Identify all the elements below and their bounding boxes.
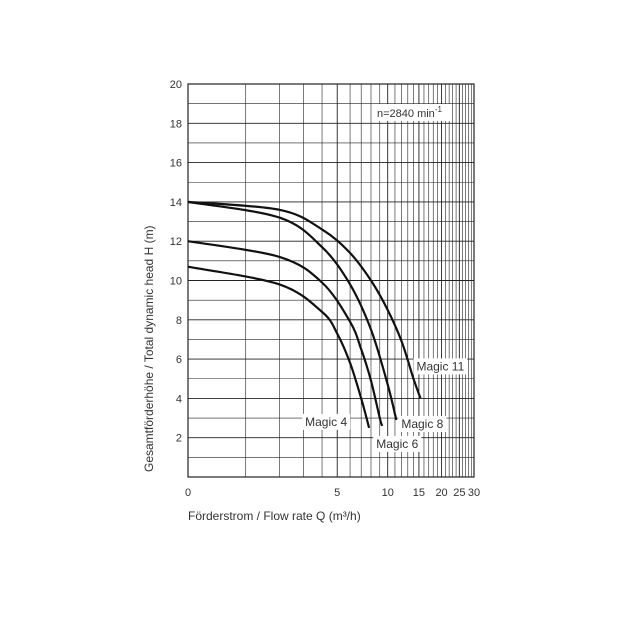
y-tick-label: 20 <box>170 79 182 91</box>
plot-frame <box>187 83 475 478</box>
x-tick-label: 0 <box>185 487 191 499</box>
curve-label-magic-6: Magic 6 <box>376 437 418 451</box>
y-tick-label: 12 <box>170 236 182 248</box>
y-tick-label: 4 <box>176 393 182 405</box>
x-tick-label: 10 <box>382 487 394 499</box>
curve-layer <box>187 200 422 429</box>
y-tick-label: 16 <box>170 158 182 170</box>
grid-layer <box>187 83 475 478</box>
x-tick-label: 5 <box>334 487 340 499</box>
curve-label-magic-4: Magic 4 <box>305 415 347 429</box>
y-tick-label: 2 <box>176 433 182 445</box>
curve-label-bg <box>373 435 422 452</box>
x-axis-title: Förderstrom / Flow rate Q (m³/h) <box>188 509 361 523</box>
x-tick-label: 30 <box>468 487 480 499</box>
x-tick-label: 25 <box>453 487 465 499</box>
y-tick-label: 8 <box>176 315 182 327</box>
y-tick-label: 10 <box>170 276 182 288</box>
y-axis-title: Gesamtförderhöhe / Total dynamic head H … <box>142 225 156 472</box>
y-tick-label: 6 <box>176 354 182 366</box>
curve-magic-11 <box>187 200 422 399</box>
speed-annotation-exponent: -1 <box>435 105 443 114</box>
curve-magic-8 <box>187 200 398 421</box>
curve-label-magic-8: Magic 8 <box>401 417 443 431</box>
curve-label-bg <box>413 358 468 375</box>
curve-label-bg <box>302 413 351 430</box>
speed-annotation-value: n=2840 min <box>377 108 435 120</box>
y-tick-label: 18 <box>170 118 182 130</box>
speed-annotation: n=2840 min-1 <box>377 105 442 120</box>
curve-magic-4 <box>187 265 371 429</box>
speed-annotation-bg <box>372 104 452 121</box>
label-layer: 2 4 6 8 10 12 14 16 18 20 0 5 10 15 20 25 30 Magic 4 Magic… <box>170 79 480 499</box>
curve-label-magic-11: Magic 11 <box>416 359 464 373</box>
curve-label-bg <box>398 416 447 433</box>
curve-magic-6 <box>187 240 384 427</box>
x-tick-label: 15 <box>413 487 425 499</box>
y-tick-label: 14 <box>170 197 182 209</box>
x-tick-label: 20 <box>435 487 447 499</box>
